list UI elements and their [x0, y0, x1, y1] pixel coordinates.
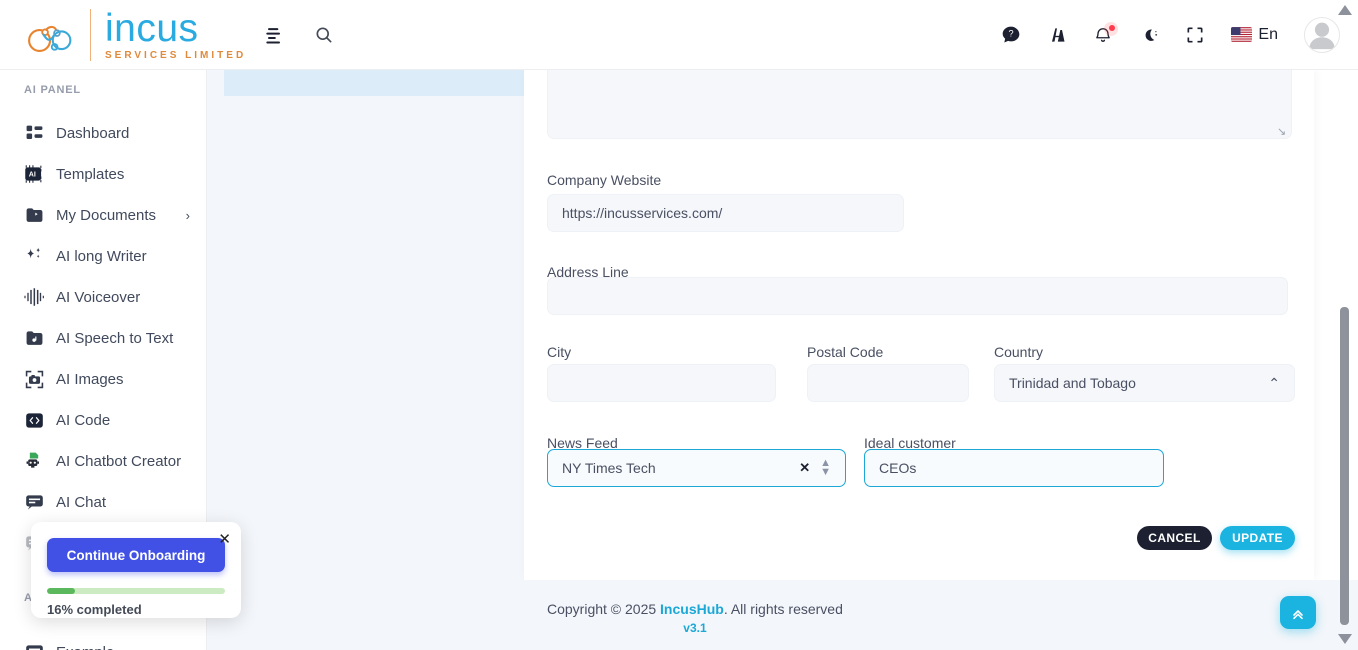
svg-text:AI: AI — [29, 171, 36, 179]
svg-text:?: ? — [1009, 28, 1014, 38]
